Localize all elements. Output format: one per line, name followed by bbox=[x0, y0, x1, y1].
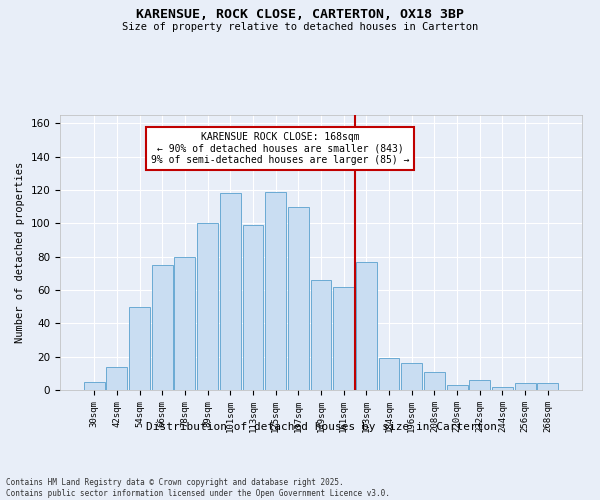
Text: Contains HM Land Registry data © Crown copyright and database right 2025.
Contai: Contains HM Land Registry data © Crown c… bbox=[6, 478, 390, 498]
Bar bbox=[265, 192, 286, 390]
Bar bbox=[515, 384, 536, 390]
Text: Distribution of detached houses by size in Carterton: Distribution of detached houses by size … bbox=[146, 422, 497, 432]
Y-axis label: Number of detached properties: Number of detached properties bbox=[15, 162, 25, 343]
Bar bbox=[379, 358, 400, 390]
Bar bbox=[469, 380, 490, 390]
Bar bbox=[492, 386, 513, 390]
Bar bbox=[175, 256, 196, 390]
Bar bbox=[220, 194, 241, 390]
Bar bbox=[197, 224, 218, 390]
Bar bbox=[401, 364, 422, 390]
Text: Size of property relative to detached houses in Carterton: Size of property relative to detached ho… bbox=[122, 22, 478, 32]
Bar bbox=[106, 366, 127, 390]
Bar bbox=[446, 385, 467, 390]
Bar bbox=[356, 262, 377, 390]
Bar bbox=[129, 306, 150, 390]
Bar bbox=[84, 382, 104, 390]
Bar bbox=[424, 372, 445, 390]
Text: KARENSUE ROCK CLOSE: 168sqm
← 90% of detached houses are smaller (843)
9% of sem: KARENSUE ROCK CLOSE: 168sqm ← 90% of det… bbox=[151, 132, 409, 165]
Bar bbox=[311, 280, 331, 390]
Bar bbox=[538, 384, 558, 390]
Text: KARENSUE, ROCK CLOSE, CARTERTON, OX18 3BP: KARENSUE, ROCK CLOSE, CARTERTON, OX18 3B… bbox=[136, 8, 464, 20]
Bar bbox=[152, 265, 173, 390]
Bar bbox=[288, 206, 309, 390]
Bar bbox=[333, 286, 354, 390]
Bar bbox=[242, 225, 263, 390]
